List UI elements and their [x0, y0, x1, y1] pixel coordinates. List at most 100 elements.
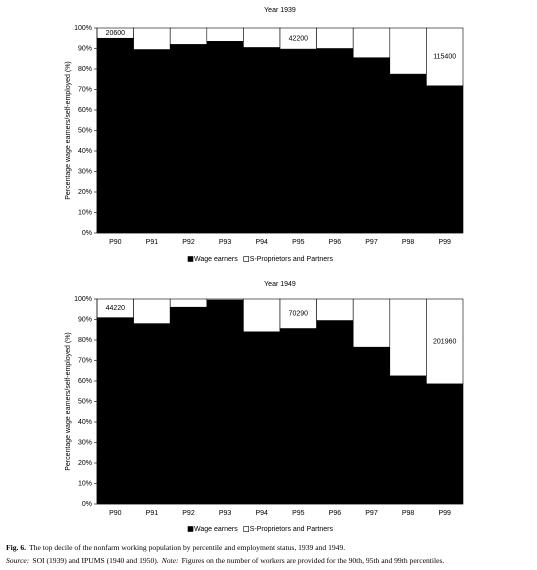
caption-line-2: Source: SOI (1939) and IPUMS (1940 and 19…	[6, 556, 444, 565]
y-tick-label: 30%	[78, 439, 92, 446]
y-tick-label: 50%	[78, 398, 92, 405]
bar-segment	[169, 44, 208, 234]
note-label: Note:	[161, 556, 179, 565]
x-tick-label: P98	[402, 239, 415, 246]
bar-segment	[316, 27, 354, 49]
bar-segment	[96, 37, 134, 234]
y-tick-label: 80%	[78, 337, 92, 344]
bar-segment	[426, 27, 464, 87]
y-tick-label: 60%	[78, 107, 92, 114]
legend-swatch	[243, 256, 250, 262]
source-text: SOI (1939) and IPUMS (1940 and 1950).	[32, 556, 158, 565]
bar-segment	[243, 298, 281, 333]
bar-segment	[243, 331, 281, 505]
legend-label: Wage earners	[194, 526, 238, 533]
y-tick-label: 60%	[78, 378, 92, 385]
x-tick-label: P99	[438, 239, 451, 246]
legend-label: S-Proprietors and Partners	[250, 256, 334, 263]
bar-segment	[206, 27, 244, 42]
bar-segment	[279, 298, 317, 329]
y-tick-label: 0%	[82, 230, 92, 237]
y-tick-label: 0%	[82, 501, 92, 508]
y-tick-label: 100%	[74, 296, 92, 303]
y-tick-label: 40%	[78, 419, 92, 426]
bar-segment	[352, 27, 391, 59]
x-tick-label: P92	[182, 510, 195, 517]
count-label: 20600	[106, 30, 126, 37]
y-tick-label: 20%	[78, 189, 92, 196]
y-tick-label: 20%	[78, 460, 92, 467]
x-tick-label: P96	[329, 510, 342, 517]
bar-segment	[206, 41, 244, 234]
y-tick-label: 80%	[78, 66, 92, 73]
caption-line-1: Fig. 6. The top decile of the nonfarm wor…	[6, 543, 345, 552]
x-tick-label: P99	[438, 510, 451, 517]
chart-title: Year 1939	[264, 7, 296, 14]
y-tick-label: 70%	[78, 86, 92, 93]
x-tick-label: P91	[146, 510, 159, 517]
y-axis-label: Percentage wage earners/self-employed (%…	[65, 61, 72, 200]
y-tick-label: 70%	[78, 357, 92, 364]
x-tick-label: P96	[329, 239, 342, 246]
bar-segment	[169, 27, 208, 45]
x-tick-label: P97	[365, 510, 378, 517]
x-tick-label: P95	[292, 510, 305, 517]
count-label: 293800	[433, 156, 456, 163]
bar-segment	[133, 49, 171, 234]
bar-segment	[206, 298, 244, 301]
y-tick-label: 40%	[78, 148, 92, 155]
caption-label: Fig. 6.	[6, 543, 26, 552]
bar-segment	[169, 306, 208, 505]
legend-label: Wage earners	[194, 256, 238, 263]
bar-segment	[426, 85, 464, 234]
bar-segment	[389, 298, 427, 377]
x-tick-label: P98	[402, 510, 415, 517]
count-label: 418110	[287, 413, 310, 420]
caption-text: The top decile of the nonfarm working po…	[29, 543, 345, 552]
x-tick-label: P94	[255, 510, 268, 517]
x-tick-label: P91	[146, 239, 159, 246]
x-tick-label: P93	[219, 510, 232, 517]
y-tick-label: 90%	[78, 316, 92, 323]
bar-segment	[426, 298, 464, 385]
y-tick-label: 10%	[78, 480, 92, 487]
bar-segment	[96, 317, 134, 505]
x-tick-label: P90	[109, 239, 122, 246]
bar-segment	[389, 27, 427, 75]
bar-segment	[389, 375, 427, 505]
count-label: 366900	[287, 138, 310, 145]
count-label: 443850	[104, 408, 127, 415]
count-label: 201960	[433, 338, 456, 345]
count-label: 42200	[289, 35, 309, 42]
x-tick-label: P97	[365, 239, 378, 246]
bar-segment	[133, 298, 171, 324]
bar-segment	[169, 298, 208, 308]
y-tick-label: 30%	[78, 168, 92, 175]
bar-segment	[352, 346, 391, 505]
x-tick-label: P92	[182, 239, 195, 246]
x-tick-label: P90	[109, 510, 122, 517]
y-tick-label: 10%	[78, 209, 92, 216]
bar-segment	[133, 27, 171, 50]
bar-segment	[279, 328, 317, 505]
count-label: 70290	[289, 311, 309, 318]
bar-segment	[279, 48, 317, 234]
chart-title: Year 1949	[264, 281, 296, 288]
count-label: 44220	[106, 305, 126, 312]
bar-segment	[352, 57, 391, 234]
x-tick-label: P94	[255, 239, 268, 246]
count-label: 286440	[433, 441, 456, 448]
source-label: Source:	[6, 556, 29, 565]
count-label: 115400	[433, 54, 456, 61]
y-tick-label: 50%	[78, 127, 92, 134]
bar-segment	[389, 73, 427, 234]
bar-segment	[316, 48, 354, 234]
legend-swatch	[243, 526, 250, 532]
count-label: 388600	[104, 132, 127, 139]
bar-segment	[352, 298, 391, 348]
x-tick-label: P95	[292, 239, 305, 246]
bar-segment	[243, 27, 281, 48]
legend-swatch	[187, 526, 194, 532]
bar-segment	[206, 299, 244, 505]
